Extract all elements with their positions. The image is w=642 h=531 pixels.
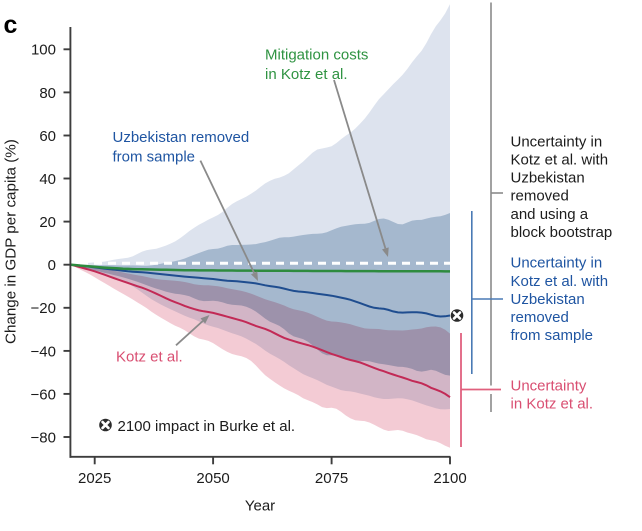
svg-text:2100: 2100: [433, 470, 466, 487]
svg-text:2025: 2025: [78, 470, 111, 487]
svg-text:−40: −40: [31, 343, 56, 360]
svg-text:Uncertainty in: Uncertainty in: [511, 133, 603, 150]
svg-text:Uzbekistan: Uzbekistan: [511, 291, 585, 308]
svg-text:from sample: from sample: [511, 327, 594, 344]
svg-text:c: c: [4, 11, 18, 39]
svg-text:Change in GDP per capita (%): Change in GDP per capita (%): [3, 139, 20, 344]
svg-text:Kotz et al.: Kotz et al.: [116, 349, 183, 366]
svg-text:−80: −80: [31, 429, 56, 446]
svg-text:60: 60: [39, 128, 56, 145]
svg-text:Kotz et al. with: Kotz et al. with: [511, 152, 609, 169]
svg-text:and using a: and using a: [511, 206, 589, 223]
svg-text:Uzbekistan removed: Uzbekistan removed: [113, 129, 250, 146]
svg-text:Uzbekistan: Uzbekistan: [511, 170, 585, 187]
svg-text:in Kotz et al.: in Kotz et al.: [511, 395, 594, 412]
svg-text:from sample: from sample: [113, 148, 196, 165]
svg-text:Uncertainty in: Uncertainty in: [511, 255, 603, 272]
svg-text:Kotz et al. with: Kotz et al. with: [511, 273, 609, 290]
svg-text:Uncertainty: Uncertainty: [511, 377, 587, 394]
svg-text:40: 40: [39, 171, 56, 188]
svg-text:Year: Year: [245, 498, 275, 515]
svg-text:100: 100: [31, 42, 56, 59]
svg-text:2100 impact in Burke et al.: 2100 impact in Burke et al.: [118, 418, 296, 435]
svg-text:2050: 2050: [196, 470, 229, 487]
svg-text:removed: removed: [511, 309, 569, 326]
svg-text:−60: −60: [31, 386, 56, 403]
svg-text:Mitigation costs: Mitigation costs: [265, 46, 368, 63]
svg-text:−20: −20: [31, 300, 56, 317]
svg-text:in Kotz et al.: in Kotz et al.: [265, 66, 348, 83]
svg-text:80: 80: [39, 85, 56, 102]
svg-text:2075: 2075: [315, 470, 348, 487]
svg-text:0: 0: [48, 257, 56, 274]
svg-text:block bootstrap: block bootstrap: [511, 224, 613, 241]
svg-text:removed: removed: [511, 188, 569, 205]
svg-text:20: 20: [39, 214, 56, 231]
